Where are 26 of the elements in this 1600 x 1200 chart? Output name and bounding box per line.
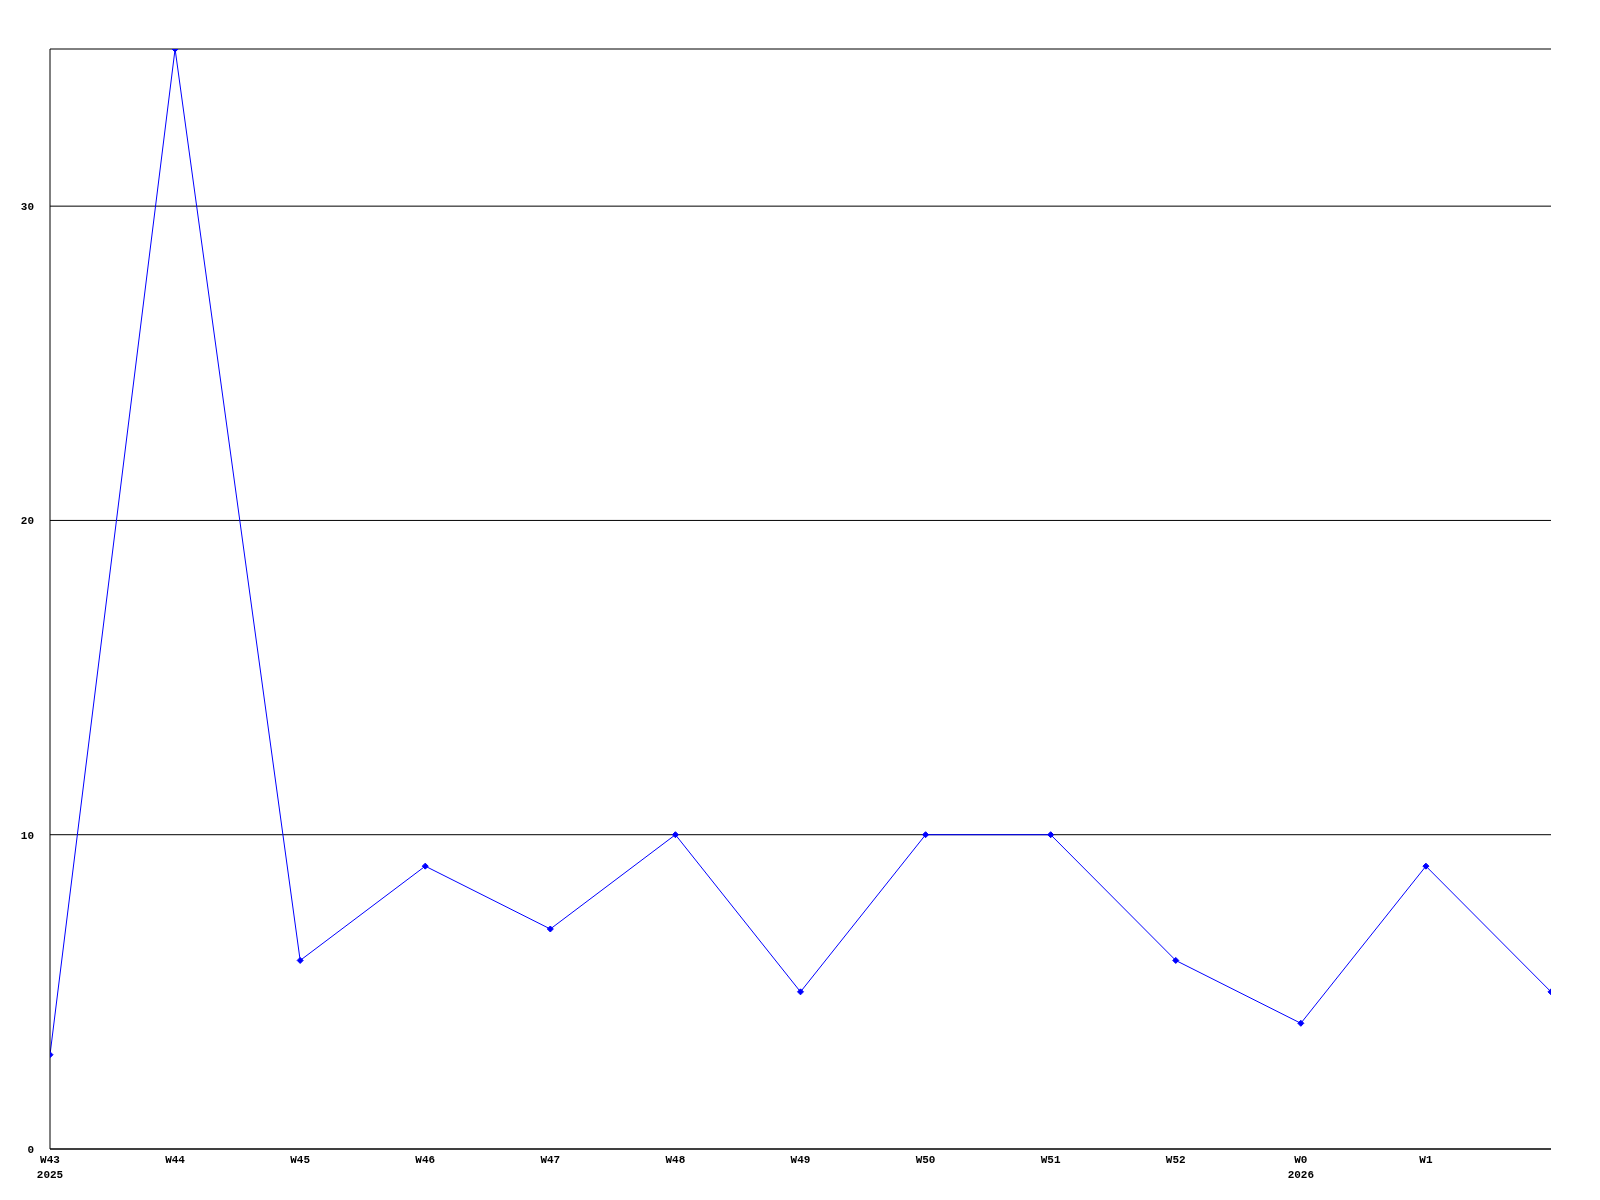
point [797,988,804,996]
x-tick-label: W50 [915,1154,936,1166]
x-tick-label: W47 [540,1154,561,1166]
x-tick-label: W46 [415,1154,436,1166]
x-tick-label: W45 [290,1154,311,1166]
x-tick-label: W1 [1419,1154,1433,1166]
point [296,956,304,964]
point [922,831,930,839]
point [1172,956,1180,964]
point [671,831,679,839]
x-tick-label: W52 [1165,1154,1186,1166]
point [1297,1019,1305,1027]
y-tick-label: 20 [20,515,34,528]
x-tick-label: W48 [665,1154,686,1166]
point [421,862,429,870]
y-tick-label: 30 [20,201,34,214]
x-tick-label: W51 [1040,1154,1061,1166]
point [1422,862,1430,870]
x-tick-label: W0 2026 [1287,1154,1315,1181]
point [546,925,554,933]
y-tick-label: 0 [27,1143,34,1156]
point [1047,831,1055,839]
x-tick-label: W43 2025 [36,1154,64,1181]
x-tick-label: W49 [790,1154,811,1166]
y-tick-label: 10 [20,829,34,842]
x-tick-label: W44 [165,1154,186,1166]
